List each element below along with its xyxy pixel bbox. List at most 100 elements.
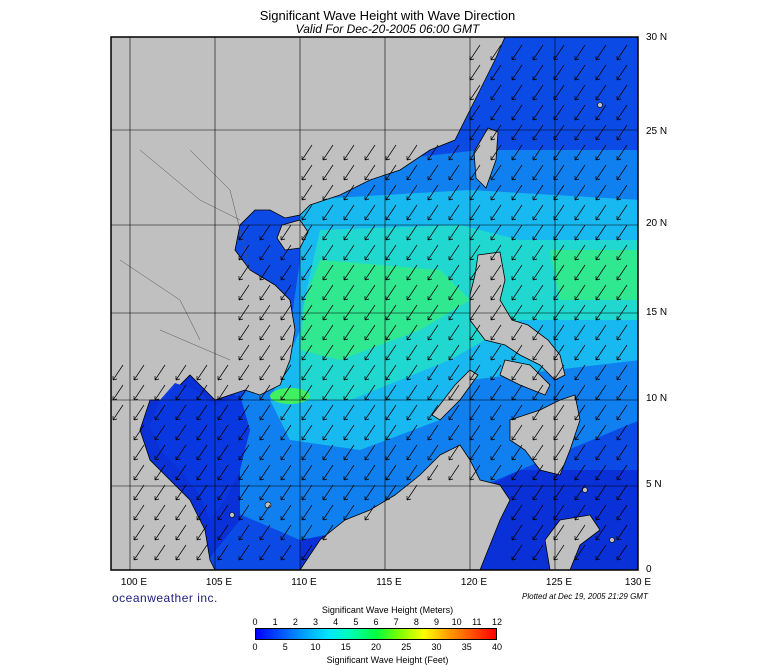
wave-direction-arrow <box>217 544 229 561</box>
wave-direction-arrow <box>469 224 481 241</box>
wave-direction-arrow <box>301 244 313 261</box>
wave-direction-arrow <box>364 324 376 341</box>
wave-direction-arrow <box>490 84 502 101</box>
wave-direction-arrow <box>259 504 271 521</box>
colorbar-meter-tick: 12 <box>491 617 502 627</box>
wave-direction-arrow <box>343 184 355 201</box>
wave-direction-arrow <box>238 424 250 441</box>
wave-direction-arrow <box>133 484 145 501</box>
colorbar <box>255 628 497 640</box>
wave-direction-arrow <box>322 244 334 261</box>
wave-direction-arrow <box>574 544 586 561</box>
wave-direction-arrow <box>574 504 586 521</box>
wave-direction-arrow <box>301 164 313 181</box>
wave-direction-arrow <box>301 264 313 281</box>
wave-direction-arrow <box>301 444 313 461</box>
wave-direction-arrow <box>490 404 502 421</box>
wave-direction-arrow <box>427 264 439 281</box>
wave-direction-arrow <box>469 344 481 361</box>
lon-label-125e: 125 E <box>545 577 573 588</box>
wave-direction-arrow <box>511 384 523 401</box>
wave-direction-arrow <box>238 444 250 461</box>
wave-direction-arrow <box>532 64 544 81</box>
wave-direction-arrow <box>322 384 334 401</box>
wave-direction-arrow <box>406 184 418 201</box>
wave-direction-arrow <box>469 204 481 221</box>
wave-direction-arrow <box>217 484 229 501</box>
wave-direction-arrow <box>469 84 481 101</box>
wave-direction-arrow <box>553 264 565 281</box>
wave-direction-arrow <box>427 344 439 361</box>
wave-direction-arrow <box>301 144 313 161</box>
wave-direction-arrow <box>511 364 523 381</box>
wave-direction-arrow <box>343 404 355 421</box>
wave-direction-arrow <box>133 524 145 541</box>
wave-direction-arrow <box>133 424 145 441</box>
colorbar-title-feet: Significant Wave Height (Feet) <box>326 655 449 665</box>
wave-direction-arrow <box>343 504 355 521</box>
wave-band-green-east <box>550 250 638 300</box>
wave-direction-arrow <box>259 364 271 381</box>
wave-direction-arrow <box>238 484 250 501</box>
wave-direction-arrow <box>238 384 250 401</box>
wave-direction-arrow <box>175 444 187 461</box>
wave-direction-arrow <box>196 484 208 501</box>
wave-direction-arrow <box>385 224 397 241</box>
wave-direction-arrow <box>595 324 607 341</box>
wave-direction-arrow <box>343 204 355 221</box>
wave-direction-arrow <box>616 264 628 281</box>
wave-direction-arrow <box>343 304 355 321</box>
wave-direction-arrow <box>532 444 544 461</box>
wave-direction-arrow <box>427 324 439 341</box>
wave-direction-arrow <box>364 264 376 281</box>
wave-direction-arrow <box>364 304 376 321</box>
wave-direction-arrow <box>364 164 376 181</box>
wave-direction-arrow <box>574 264 586 281</box>
wave-direction-arrow <box>154 504 166 521</box>
wave-direction-arrow <box>490 444 502 461</box>
wave-direction-arrow <box>196 424 208 441</box>
colorbar-feet-tick: 25 <box>401 642 412 652</box>
wave-direction-arrow <box>343 144 355 161</box>
colorbar-meter-tick: 4 <box>333 617 339 627</box>
lat-label-20n: 20 N <box>646 218 668 229</box>
wave-direction-arrow <box>490 424 502 441</box>
wave-direction-arrow <box>574 284 586 301</box>
wave-direction-arrow <box>154 484 166 501</box>
chart-subtitle: Valid For Dec-20-2005 06:00 GMT <box>295 22 480 36</box>
wave-direction-arrow <box>490 204 502 221</box>
wave-direction-arrow <box>154 444 166 461</box>
wave-direction-arrow <box>175 384 187 401</box>
land-islet <box>597 102 603 108</box>
wave-direction-arrow <box>490 364 502 381</box>
wave-direction-arrow <box>406 304 418 321</box>
wave-direction-arrow <box>511 144 523 161</box>
wave-direction-arrow <box>133 384 145 401</box>
wave-direction-arrow <box>385 384 397 401</box>
wave-direction-arrow <box>595 444 607 461</box>
wave-direction-arrow <box>385 484 397 501</box>
wave-direction-arrow <box>364 364 376 381</box>
wave-direction-arrow <box>574 324 586 341</box>
colorbar-meter-tick: 5 <box>353 617 359 627</box>
wave-direction-arrow <box>532 184 544 201</box>
wave-direction-arrow <box>616 204 628 221</box>
wave-direction-arrow <box>511 124 523 141</box>
colorbar-feet-tick: 10 <box>310 642 321 652</box>
wave-direction-arrow <box>217 424 229 441</box>
wave-direction-arrow <box>364 284 376 301</box>
wave-direction-arrow <box>511 444 523 461</box>
wave-direction-arrow <box>427 424 439 441</box>
wave-direction-arrow <box>280 344 292 361</box>
colorbar-feet-tick: 35 <box>461 642 472 652</box>
wave-direction-arrow <box>595 464 607 481</box>
wave-direction-arrow <box>385 324 397 341</box>
wave-direction-arrow <box>511 544 523 561</box>
wave-direction-arrow <box>448 424 460 441</box>
wave-direction-arrow <box>343 464 355 481</box>
wave-direction-arrow <box>553 84 565 101</box>
wave-direction-arrow <box>553 384 565 401</box>
wave-direction-arrow <box>259 484 271 501</box>
wave-direction-arrow <box>448 284 460 301</box>
wave-direction-arrow <box>154 464 166 481</box>
